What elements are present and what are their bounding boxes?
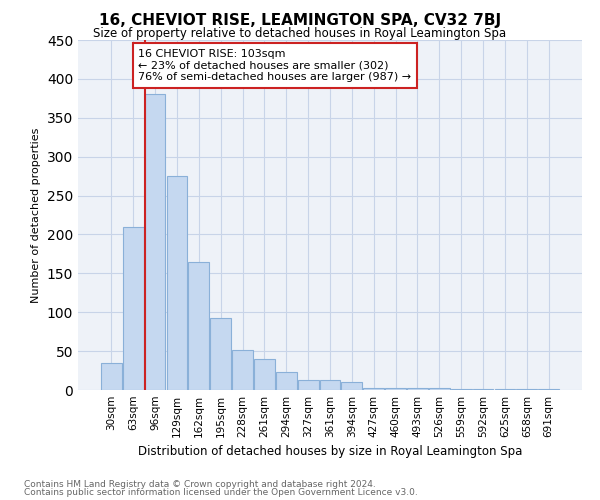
Text: Contains public sector information licensed under the Open Government Licence v3: Contains public sector information licen… xyxy=(24,488,418,497)
Bar xyxy=(123,226,143,390)
Bar xyxy=(429,388,450,390)
Bar xyxy=(538,389,559,390)
Bar xyxy=(254,359,275,390)
Bar xyxy=(407,388,428,390)
X-axis label: Distribution of detached houses by size in Royal Leamington Spa: Distribution of detached houses by size … xyxy=(138,446,522,458)
Text: 16, CHEVIOT RISE, LEAMINGTON SPA, CV32 7BJ: 16, CHEVIOT RISE, LEAMINGTON SPA, CV32 7… xyxy=(99,12,501,28)
Text: Contains HM Land Registry data © Crown copyright and database right 2024.: Contains HM Land Registry data © Crown c… xyxy=(24,480,376,489)
Bar xyxy=(167,176,187,390)
Text: Size of property relative to detached houses in Royal Leamington Spa: Size of property relative to detached ho… xyxy=(94,28,506,40)
Bar xyxy=(320,380,340,390)
Bar xyxy=(451,389,472,390)
Bar xyxy=(298,380,319,390)
Bar xyxy=(473,389,493,390)
Bar xyxy=(210,318,231,390)
Bar xyxy=(188,262,209,390)
Bar xyxy=(232,350,253,390)
Bar xyxy=(364,388,384,390)
Bar xyxy=(276,372,296,390)
Bar xyxy=(385,388,406,390)
Y-axis label: Number of detached properties: Number of detached properties xyxy=(31,128,41,302)
Text: 16 CHEVIOT RISE: 103sqm
← 23% of detached houses are smaller (302)
76% of semi-d: 16 CHEVIOT RISE: 103sqm ← 23% of detache… xyxy=(139,49,412,82)
Bar xyxy=(145,94,166,390)
Bar xyxy=(517,389,537,390)
Bar xyxy=(494,389,515,390)
Bar xyxy=(341,382,362,390)
Bar xyxy=(101,363,122,390)
